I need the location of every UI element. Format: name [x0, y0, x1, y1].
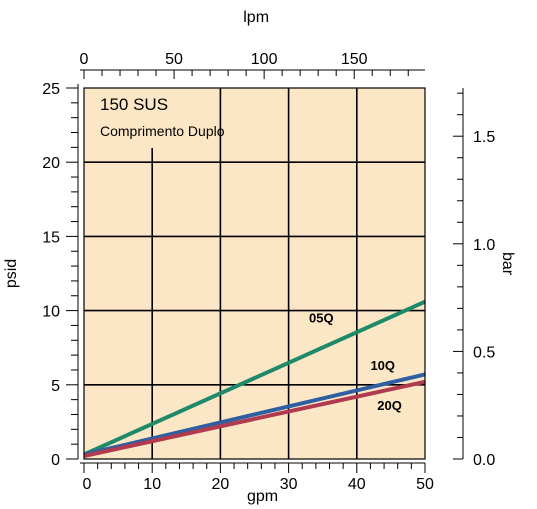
- y-tick-label: 10: [42, 304, 60, 321]
- y-tick-label: 20: [42, 155, 60, 172]
- series-line-10Q: [83, 372, 426, 457]
- axes: 0 10 20 30 40 50 0 5 10 15 20 25 0 50 100 150 0.0 0.5 1.0 1…: [42, 51, 495, 493]
- y-axis-label: psid: [3, 259, 20, 288]
- top-tick-label: 50: [165, 51, 183, 68]
- y-tick-label: 5: [51, 378, 60, 395]
- x-tick-label: 10: [143, 476, 161, 493]
- grid-lines: [84, 88, 425, 459]
- right-axis-label: bar: [499, 252, 516, 276]
- annotation-box: 150 SUS Comprimento Duplo: [100, 95, 225, 139]
- annotation-subtitle: Comprimento Duplo: [100, 123, 225, 139]
- x-tick-label: 20: [212, 476, 230, 493]
- series-line-05Q: [83, 299, 426, 457]
- x-tick-label: 40: [348, 476, 366, 493]
- series-label-05Q: 05Q: [309, 310, 334, 325]
- top-axis-label: lpm: [243, 9, 269, 26]
- right-tick-label: 1.5: [473, 129, 495, 146]
- top-tick-label: 100: [251, 51, 278, 68]
- plot-border: [83, 87, 426, 460]
- x-tick-label: 0: [83, 476, 92, 493]
- x-tick-label: 30: [280, 476, 298, 493]
- y-tick-label: 15: [42, 229, 60, 246]
- annotation-title: 150 SUS: [100, 95, 168, 114]
- y-tick-label: 0: [51, 452, 60, 469]
- plot-background: [84, 88, 425, 459]
- series-lines: 05Q 10Q 20Q: [83, 299, 426, 458]
- series-line-20Q: [83, 379, 426, 458]
- x-axis-label: gpm: [247, 488, 278, 505]
- series-label-10Q: 10Q: [370, 358, 395, 373]
- top-tick-label: 0: [80, 51, 89, 68]
- y-tick-label: 25: [42, 81, 60, 98]
- right-tick-label: 0.5: [473, 344, 495, 361]
- x-tick-label: 50: [416, 476, 434, 493]
- series-label-20Q: 20Q: [377, 398, 402, 413]
- right-tick-label: 0.0: [473, 452, 495, 469]
- right-tick-label: 1.0: [473, 237, 495, 254]
- top-tick-label: 150: [341, 51, 368, 68]
